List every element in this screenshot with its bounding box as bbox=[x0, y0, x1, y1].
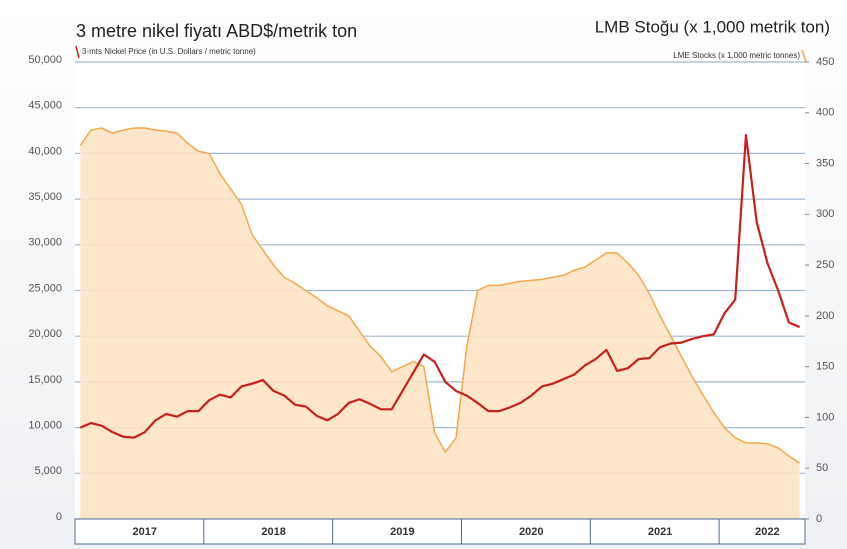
x-axis-box bbox=[74, 518, 806, 545]
y-tick-label: 5,000 bbox=[34, 465, 62, 477]
y-tick-label: 20,000 bbox=[28, 328, 62, 340]
y2-tick-label: 50 bbox=[816, 462, 828, 474]
y2-tick-label: 400 bbox=[816, 107, 834, 119]
y2-tick-label: 250 bbox=[816, 259, 834, 271]
y2-tick-label: 200 bbox=[816, 310, 834, 322]
y-tick-label: 0 bbox=[56, 511, 62, 523]
price-line bbox=[79, 134, 801, 439]
y2-tick-label: 450 bbox=[816, 56, 834, 68]
y-tick-label: 25,000 bbox=[28, 282, 62, 294]
stock-area bbox=[80, 128, 800, 519]
y-tick-label: 10,000 bbox=[28, 420, 62, 432]
chart-title: 3 metre nikel fiyatı ABD$/metrik ton bbox=[76, 21, 357, 41]
legend-entry: LME Stocks (x 1,000 metric tonnes) bbox=[673, 51, 800, 60]
y2-title: LMB Stoğu (x 1,000 metrik ton) bbox=[595, 17, 830, 36]
legend-swatch bbox=[75, 45, 80, 59]
x-tick-label: 2021 bbox=[648, 526, 672, 538]
x-tick-label: 2020 bbox=[519, 526, 543, 538]
y2-tick-label: 150 bbox=[816, 361, 834, 373]
y2-tick-label: 100 bbox=[816, 411, 834, 423]
y2-tick-label: 350 bbox=[816, 157, 834, 169]
marks bbox=[79, 127, 801, 519]
y-tick-label: 50,000 bbox=[28, 54, 62, 66]
x-tick-label: 2018 bbox=[261, 526, 285, 538]
y-tick-label: 30,000 bbox=[28, 237, 62, 249]
legend-entry: 3-mts Nickel Price (in U.S. Dollars / me… bbox=[82, 47, 256, 56]
x-tick-label: 2022 bbox=[755, 526, 779, 538]
y-tick-label: 45,000 bbox=[28, 100, 62, 112]
y-tick-label: 35,000 bbox=[28, 191, 62, 203]
y-tick-label: 40,000 bbox=[28, 145, 62, 157]
stock-line bbox=[79, 127, 801, 464]
axes: 0 5,000 10,000 15,000 20,000 25,000 30,000 35,0… bbox=[28, 54, 834, 544]
x-tick-label: 2017 bbox=[133, 526, 157, 538]
x-tick-label: 2019 bbox=[390, 526, 414, 538]
y2-tick-label: 0 bbox=[816, 513, 822, 525]
y-tick-label: 15,000 bbox=[28, 374, 62, 386]
y2-tick-label: 300 bbox=[816, 208, 834, 220]
legend-swatch bbox=[801, 49, 807, 63]
